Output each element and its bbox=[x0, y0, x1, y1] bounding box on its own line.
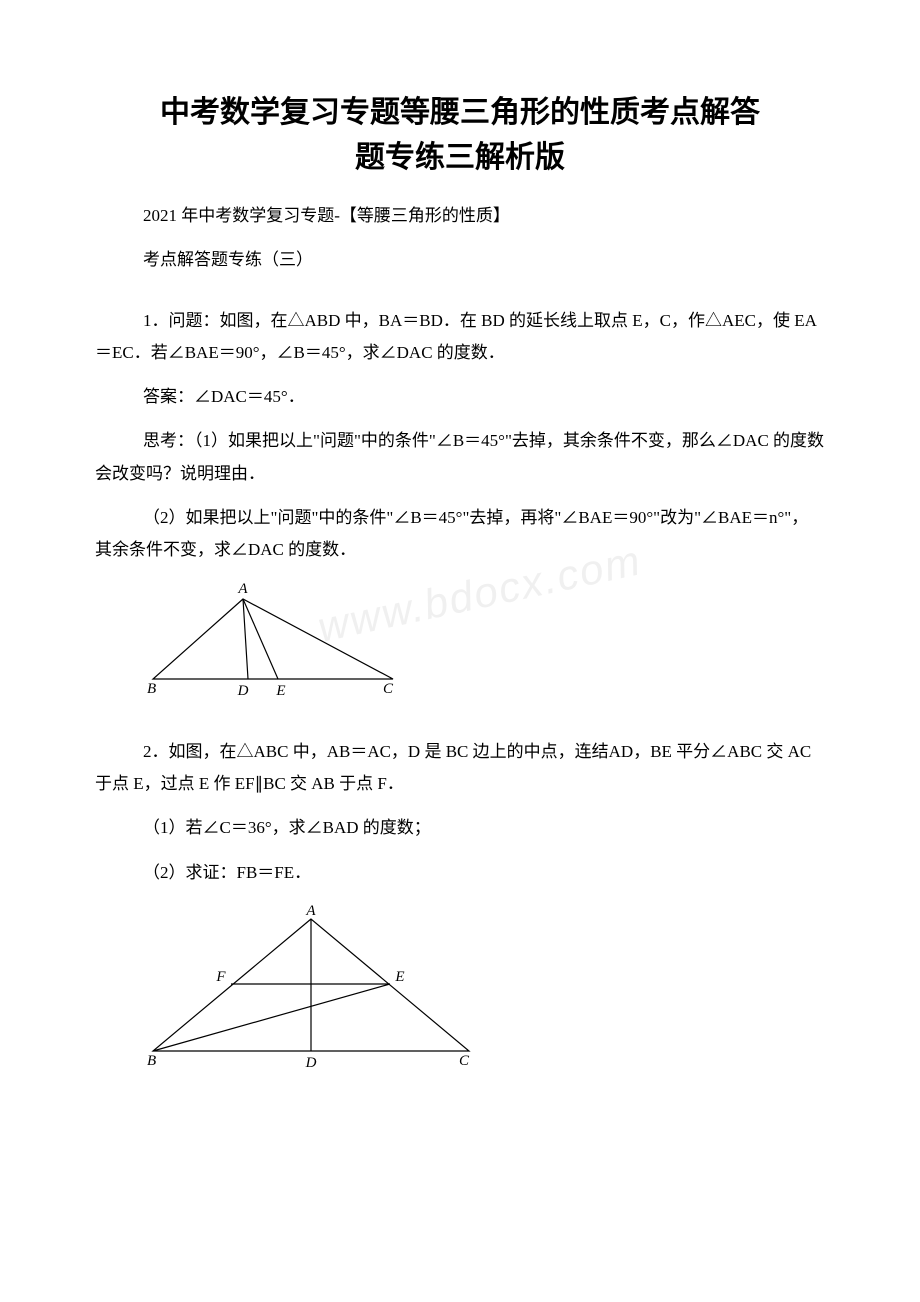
problem1-answer: 答案：∠DAC＝45°． bbox=[143, 381, 825, 413]
problem1-figure: A B D E C bbox=[143, 579, 825, 704]
figure2-label-F: F bbox=[215, 969, 226, 985]
document-title: 中考数学复习专题等腰三角形的性质考点解答 题专练三解析版 bbox=[95, 90, 825, 180]
figure1-label-B: B bbox=[147, 681, 156, 697]
figure2-label-D: D bbox=[305, 1055, 317, 1071]
problem2-part1: （1）若∠C＝36°，求∠BAD 的度数； bbox=[143, 812, 825, 844]
problem2-part2: （2）求证：FB＝FE． bbox=[143, 857, 825, 889]
title-line-2: 题专练三解析版 bbox=[355, 141, 565, 174]
problem1-think1: 思考：（1）如果把以上"问题"中的条件"∠B＝45°"去掉，其余条件不变，那么∠… bbox=[95, 425, 825, 490]
problem1-intro: 1．问题：如图，在△ABD 中，BA＝BD．在 BD 的延长线上取点 E，C，作… bbox=[95, 305, 825, 370]
subtitle: 2021 年中考数学复习专题-【等腰三角形的性质】 bbox=[143, 200, 825, 232]
problem2-intro: 2．如图，在△ABC 中，AB＝AC，D 是 BC 边上的中点，连结AD，BE … bbox=[95, 736, 825, 801]
figure1-label-E: E bbox=[275, 683, 285, 699]
figure1-label-C: C bbox=[383, 681, 394, 697]
figure2-label-A: A bbox=[305, 903, 316, 919]
figure2-label-B: B bbox=[147, 1053, 156, 1069]
figure1-label-A: A bbox=[237, 581, 248, 597]
section-label: 考点解答题专练（三） bbox=[143, 244, 825, 276]
problem2-figure: A B D C F E bbox=[143, 901, 825, 1076]
figure1-label-D: D bbox=[237, 683, 249, 699]
problem1-think2: （2）如果把以上"问题"中的条件"∠B＝45°"去掉，再将"∠BAE＝90°"改… bbox=[95, 502, 825, 567]
figure2-label-E: E bbox=[394, 969, 404, 985]
figure2-label-C: C bbox=[459, 1053, 470, 1069]
title-line-1: 中考数学复习专题等腰三角形的性质考点解答 bbox=[160, 96, 760, 129]
